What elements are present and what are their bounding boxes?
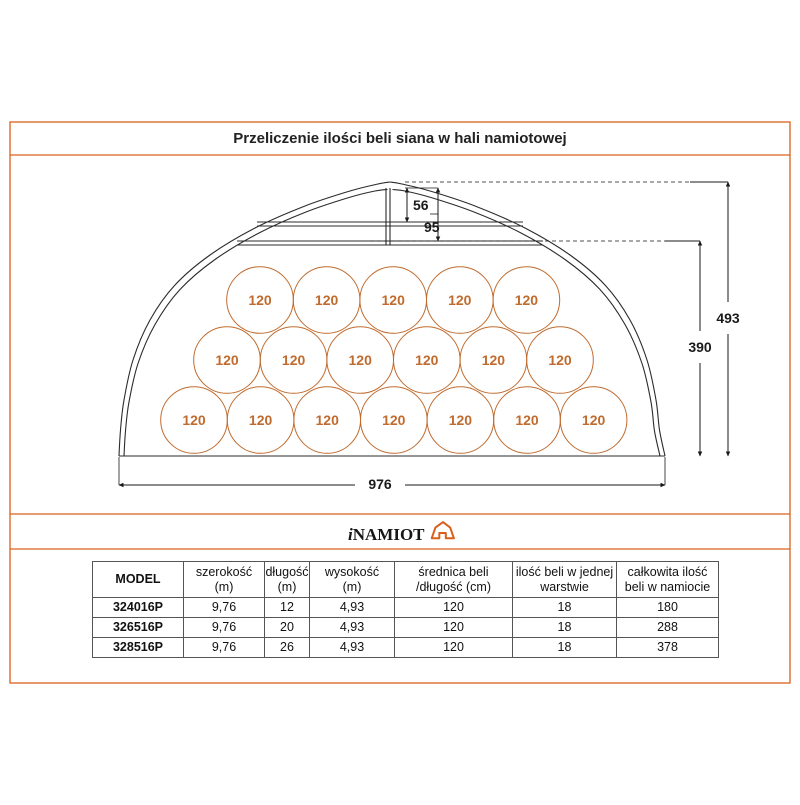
svg-text:120: 120 bbox=[415, 352, 439, 368]
svg-text:120: 120 bbox=[249, 412, 273, 428]
svg-text:120: 120 bbox=[582, 412, 606, 428]
svg-text:976: 976 bbox=[368, 476, 392, 492]
svg-text:120: 120 bbox=[482, 352, 506, 368]
svg-text:493: 493 bbox=[716, 310, 740, 326]
svg-text:120: 120 bbox=[515, 292, 539, 308]
svg-text:120: 120 bbox=[315, 292, 339, 308]
svg-text:120: 120 bbox=[548, 352, 572, 368]
svg-text:120: 120 bbox=[282, 352, 306, 368]
svg-text:120: 120 bbox=[349, 352, 373, 368]
svg-text:120: 120 bbox=[316, 412, 340, 428]
svg-text:120: 120 bbox=[382, 292, 406, 308]
svg-text:iNAMIOT: iNAMIOT bbox=[348, 525, 425, 544]
svg-text:120: 120 bbox=[382, 412, 406, 428]
svg-text:Przeliczenie ilości beli siana: Przeliczenie ilości beli siana w hali na… bbox=[233, 130, 566, 147]
svg-text:120: 120 bbox=[515, 412, 539, 428]
svg-text:390: 390 bbox=[688, 339, 712, 355]
svg-text:120: 120 bbox=[448, 292, 472, 308]
svg-text:120: 120 bbox=[182, 412, 206, 428]
svg-text:120: 120 bbox=[449, 412, 473, 428]
svg-text:120: 120 bbox=[248, 292, 272, 308]
svg-text:56: 56 bbox=[413, 197, 429, 213]
svg-text:120: 120 bbox=[215, 352, 239, 368]
svg-text:95: 95 bbox=[424, 219, 440, 235]
